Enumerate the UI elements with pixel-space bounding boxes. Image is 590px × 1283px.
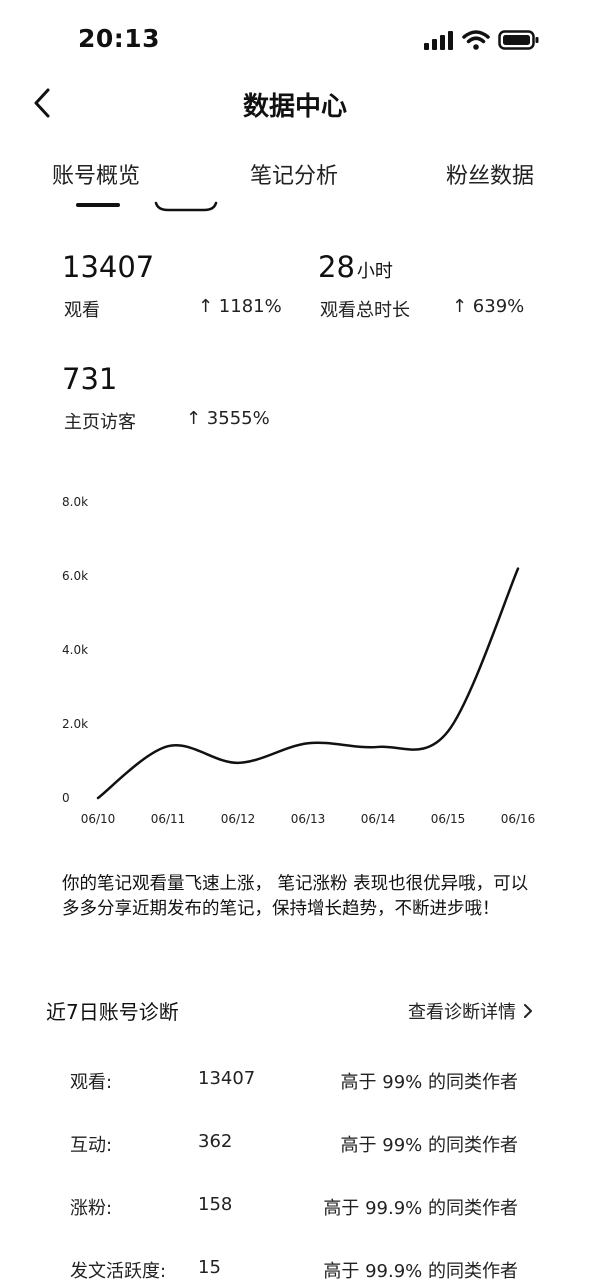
y-tick-label: 8.0k (62, 495, 88, 509)
diagnosis-row-value: 158 (198, 1194, 232, 1215)
watch-time-value: 28 (318, 250, 355, 284)
visitors-value: 731 (62, 362, 117, 396)
watch-time-change: ↑ 639% (452, 296, 524, 317)
visitors-change: ↑ 3555% (186, 408, 270, 429)
status-time: 20:13 (78, 24, 160, 53)
x-tick-label: 06/11 (151, 812, 186, 826)
trend-summary: 你的笔记观看量飞速上涨， 笔记涨粉 表现也很优异哦，可以多多分享近期发布的笔记，… (62, 872, 532, 922)
view-diagnosis-details-label: 查看诊断详情 (408, 998, 516, 1024)
views-change: ↑ 1181% (198, 296, 282, 317)
diagnosis-row-label: 互动: (70, 1131, 112, 1157)
y-tick-label: 6.0k (62, 569, 88, 583)
watch-time-unit: 小时 (357, 257, 393, 283)
tab-indicator (76, 203, 120, 207)
tab-account-overview[interactable]: 账号概览 (52, 158, 140, 190)
y-tick-label: 2.0k (62, 717, 88, 731)
visitors-label: 主页访客 (64, 408, 136, 434)
tab-fan-data[interactable]: 粉丝数据 (446, 158, 534, 190)
diagnosis-row-compare: 高于 99.9% 的同类作者 (323, 1194, 518, 1220)
diagnosis-row-compare: 高于 99.9% 的同类作者 (323, 1257, 518, 1283)
diagnosis-title: 近7日账号诊断 (46, 996, 179, 1025)
diagnosis-row-label: 观看: (70, 1068, 112, 1094)
battery-icon (498, 30, 540, 50)
y-tick-label: 0 (62, 791, 70, 805)
tab-indicator-curve (154, 200, 218, 214)
diagnosis-row-label: 涨粉: (70, 1194, 112, 1220)
wifi-icon (462, 30, 490, 50)
series-line (98, 569, 518, 798)
diagnosis-row-label: 发文活跃度: (70, 1257, 166, 1283)
signal-icon (424, 30, 454, 50)
page-title: 数据中心 (0, 86, 590, 123)
diagnosis-row-compare: 高于 99% 的同类作者 (341, 1131, 518, 1157)
diagnosis-row-value: 15 (198, 1257, 221, 1278)
x-tick-label: 06/10 (81, 812, 116, 826)
chevron-right-icon (522, 1002, 534, 1020)
y-tick-label: 4.0k (62, 643, 88, 657)
diagnosis-row-compare: 高于 99% 的同类作者 (341, 1068, 518, 1094)
tab-note-analysis[interactable]: 笔记分析 (250, 158, 338, 190)
views-value: 13407 (62, 250, 154, 284)
x-tick-label: 06/15 (431, 812, 466, 826)
diagnosis-row-value: 13407 (198, 1068, 255, 1089)
x-tick-label: 06/14 (361, 812, 396, 826)
x-tick-label: 06/12 (221, 812, 256, 826)
diagnosis-row-value: 362 (198, 1131, 232, 1152)
status-icons (424, 26, 540, 54)
watch-time-label: 观看总时长 (320, 296, 410, 322)
watch-time-value-group: 28 小时 (318, 250, 393, 284)
views-trend-chart: 0 2.0k 4.0k 6.0k 8.0k 06/10 06/11 06/12 06/13 06/… (0, 480, 590, 840)
x-tick-label: 06/16 (501, 812, 536, 826)
views-label: 观看 (64, 296, 100, 322)
x-tick-label: 06/13 (291, 812, 326, 826)
view-diagnosis-details-link[interactable]: 查看诊断详情 (408, 998, 534, 1024)
